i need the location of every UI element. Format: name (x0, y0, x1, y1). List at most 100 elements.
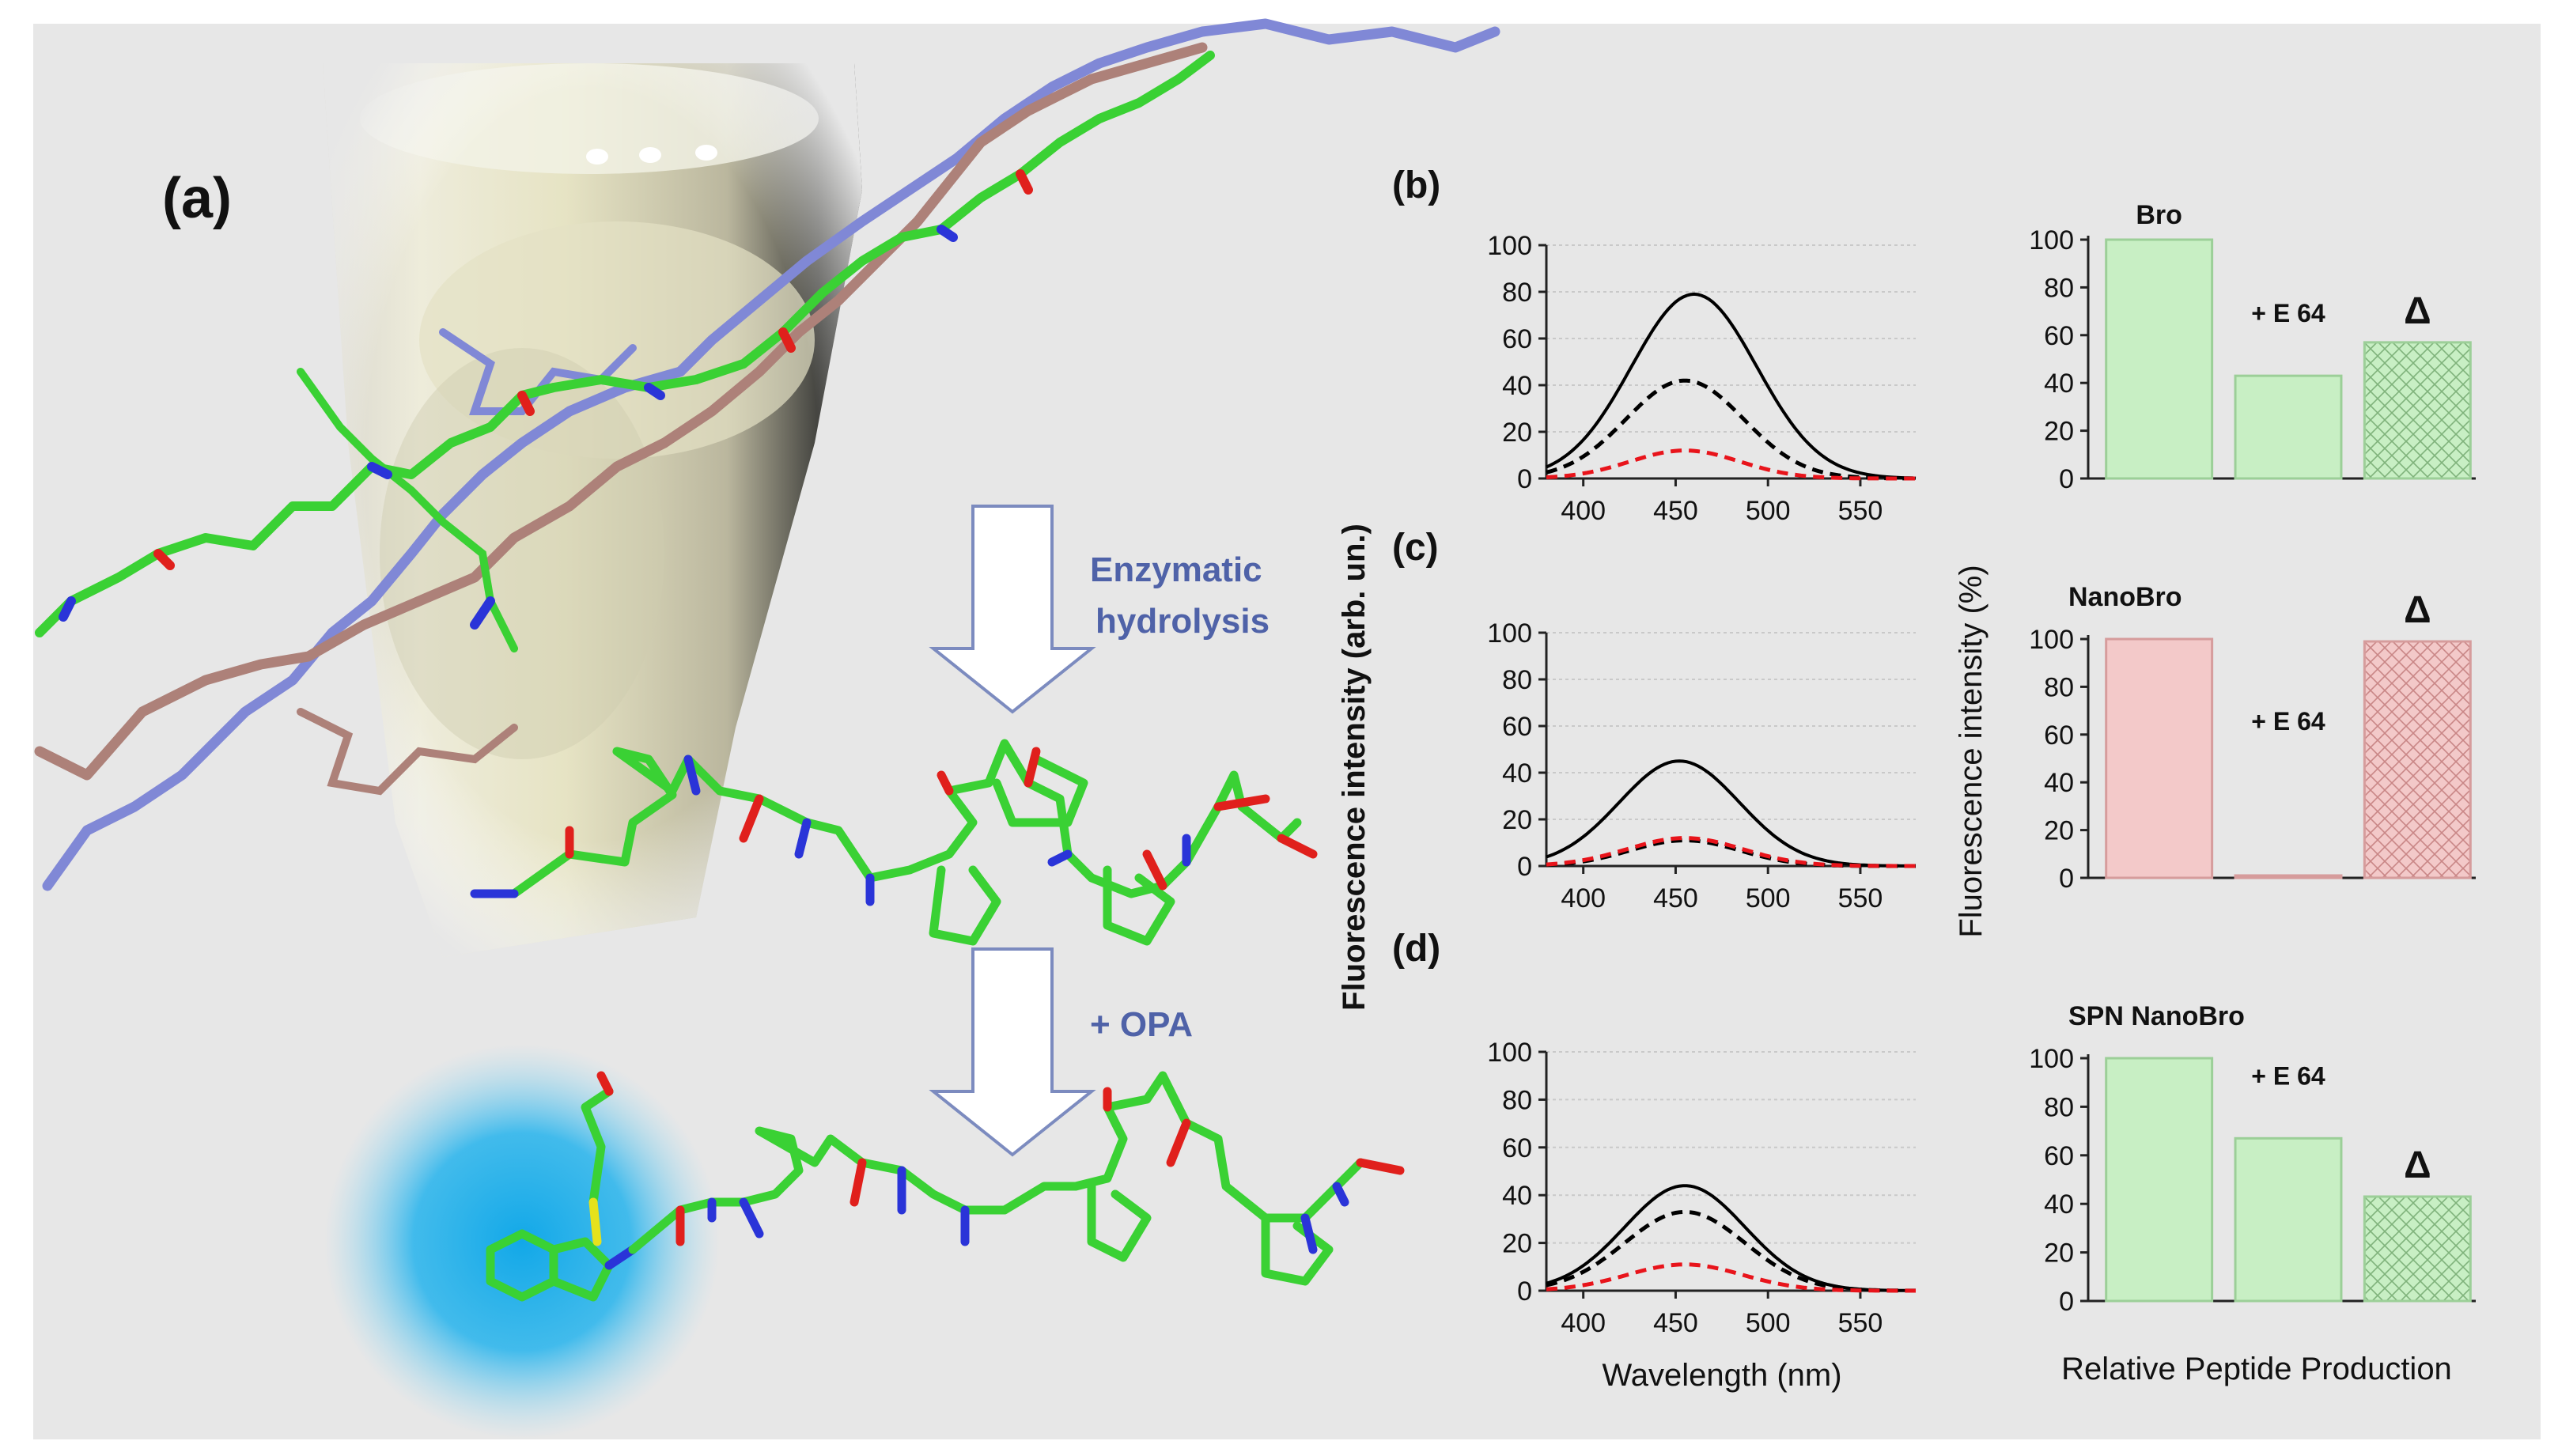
bar (2105, 637, 2214, 879)
bar (2363, 341, 2472, 480)
bars-y-axis-label: Fluorescence intensity (%) (1954, 565, 1989, 937)
y-tick-label: 20 (2044, 816, 2074, 846)
x-tick-label: 500 (1746, 1308, 1791, 1338)
collagen-chain-green (35, 51, 1215, 637)
chain-heteroatoms (59, 169, 1033, 630)
y-tick-label: 60 (1502, 1133, 1532, 1163)
bar-chart-title: NanoBro (2068, 582, 2182, 612)
delta-label: Δ (2404, 589, 2431, 631)
bar (2363, 640, 2472, 879)
e64-label: + E 64 (2251, 1061, 2325, 1090)
panel-label-a: (a) (162, 167, 232, 230)
y-tick-label: 20 (2044, 417, 2074, 447)
x-tick-label: 450 (1653, 496, 1698, 526)
chart-line-d: 0 20 40 60 80 100 400 450 500 550 (1487, 1038, 1916, 1338)
spectrum-line-solid-black (1546, 292, 1917, 480)
y-tick-label: 60 (2044, 1141, 2074, 1171)
spectrum-line-dashed-red (1546, 448, 1916, 481)
y-tick-label: 40 (2044, 369, 2074, 399)
delta-label: Δ (2404, 1144, 2431, 1186)
y-tick-label: 100 (1487, 1038, 1532, 1068)
x-tick-label: 550 (1838, 496, 1883, 526)
y-tick-label: 100 (1487, 231, 1532, 261)
opa-label: + OPA (1090, 1005, 1193, 1044)
y-tick-label: 60 (1502, 324, 1532, 354)
y-tick-label: 0 (1517, 464, 1532, 494)
y-tick-label: 80 (1502, 1085, 1532, 1115)
panel-a-illustration (34, 18, 1500, 1439)
bar (2363, 1195, 2472, 1303)
y-tick-label: 20 (2044, 1239, 2074, 1269)
x-tick-label: 500 (1746, 496, 1791, 526)
y-tick-label: 0 (2059, 864, 2074, 894)
spectrum-line-dashed-red (1546, 836, 1916, 868)
chart-bar-c: 0 20 40 60 80 100 + E 64 Δ NanoBro (2029, 582, 2476, 894)
enzymatic-label: Enzymatic (1090, 550, 1262, 589)
test-tube-image (323, 63, 862, 957)
x-tick-label: 400 (1561, 883, 1606, 913)
bar (2234, 1136, 2343, 1303)
spectra-y-axis-label: Fluorescence intensity (arb. un.) (1337, 524, 1372, 1011)
y-tick-label: 80 (2044, 1092, 2074, 1122)
fluorescence-glow (324, 1044, 720, 1439)
y-tick-label: 0 (2059, 464, 2074, 494)
chart-line-b: 0 20 40 60 80 100 400 450 500 550 (1487, 231, 1917, 526)
bar-chart-title: Bro (2136, 200, 2182, 230)
collagen-chain-brown (34, 42, 1208, 781)
y-tick-label: 100 (1487, 618, 1532, 649)
y-tick-label: 40 (1502, 371, 1532, 401)
panel-label-c: (c) (1392, 527, 1439, 569)
x-tick-label: 550 (1838, 883, 1883, 913)
peptide-fragment (470, 739, 1318, 946)
x-tick-label: 450 (1653, 883, 1698, 913)
y-tick-label: 80 (2044, 273, 2074, 303)
x-tick-label: 500 (1746, 883, 1791, 913)
chart-bar-b: 0 20 40 60 80 100 + E 64 Δ Bro (2029, 200, 2476, 494)
y-tick-label: 40 (2044, 768, 2074, 798)
y-tick-label: 20 (1502, 418, 1532, 448)
bar (2234, 374, 2343, 480)
hydrolysis-label: hydrolysis (1095, 602, 1270, 641)
e64-label: + E 64 (2251, 707, 2325, 736)
hydrolysis-arrow (929, 505, 1096, 714)
collagen-chain-brown-branches (297, 708, 518, 796)
x-tick-label: 400 (1561, 1308, 1606, 1338)
delta-label: Δ (2404, 290, 2431, 332)
opa-arrow (929, 947, 1096, 1157)
y-tick-label: 40 (2044, 1189, 2074, 1220)
y-tick-label: 40 (1502, 758, 1532, 789)
y-tick-label: 20 (1502, 805, 1532, 835)
bar (2234, 874, 2343, 879)
collagen-chain-blue (42, 18, 1500, 891)
y-tick-label: 100 (2029, 625, 2074, 655)
y-tick-label: 20 (1502, 1229, 1532, 1259)
bar (2105, 238, 2214, 480)
e64-label: + E 64 (2251, 299, 2325, 327)
y-tick-label: 80 (1502, 278, 1532, 308)
bar (2105, 1057, 2214, 1303)
y-tick-label: 60 (2044, 720, 2074, 751)
chart-bar-d: 0 20 40 60 80 100 + E 64 Δ SPN NanoBro (2029, 1001, 2476, 1317)
collagen-chain-green-branches (297, 368, 518, 652)
y-tick-label: 40 (1502, 1181, 1532, 1211)
x-tick-label: 450 (1653, 1308, 1698, 1338)
bar-chart-title: SPN NanoBro (2068, 1001, 2245, 1031)
y-tick-label: 60 (1502, 712, 1532, 742)
y-tick-label: 0 (1517, 1276, 1532, 1307)
y-tick-label: 0 (2059, 1287, 2074, 1317)
y-tick-label: 80 (1502, 665, 1532, 695)
bars-x-axis-label: Relative Peptide Production (2061, 1352, 2452, 1386)
opa-derivatized-peptide (486, 1071, 1405, 1302)
y-tick-label: 60 (2044, 321, 2074, 351)
x-tick-label: 550 (1838, 1308, 1883, 1338)
spectrum-line-dashed-red (1546, 1262, 1916, 1293)
y-tick-label: 0 (1517, 852, 1532, 882)
chart-line-c: 0 20 40 60 80 100 400 450 500 550 (1487, 618, 1916, 913)
panel-label-d: (d) (1392, 928, 1440, 970)
y-tick-label: 100 (2029, 1044, 2074, 1074)
panel-label-b: (b) (1392, 165, 1440, 206)
spectra-x-axis-label: Wavelength (nm) (1602, 1358, 1841, 1393)
y-tick-label: 80 (2044, 672, 2074, 702)
